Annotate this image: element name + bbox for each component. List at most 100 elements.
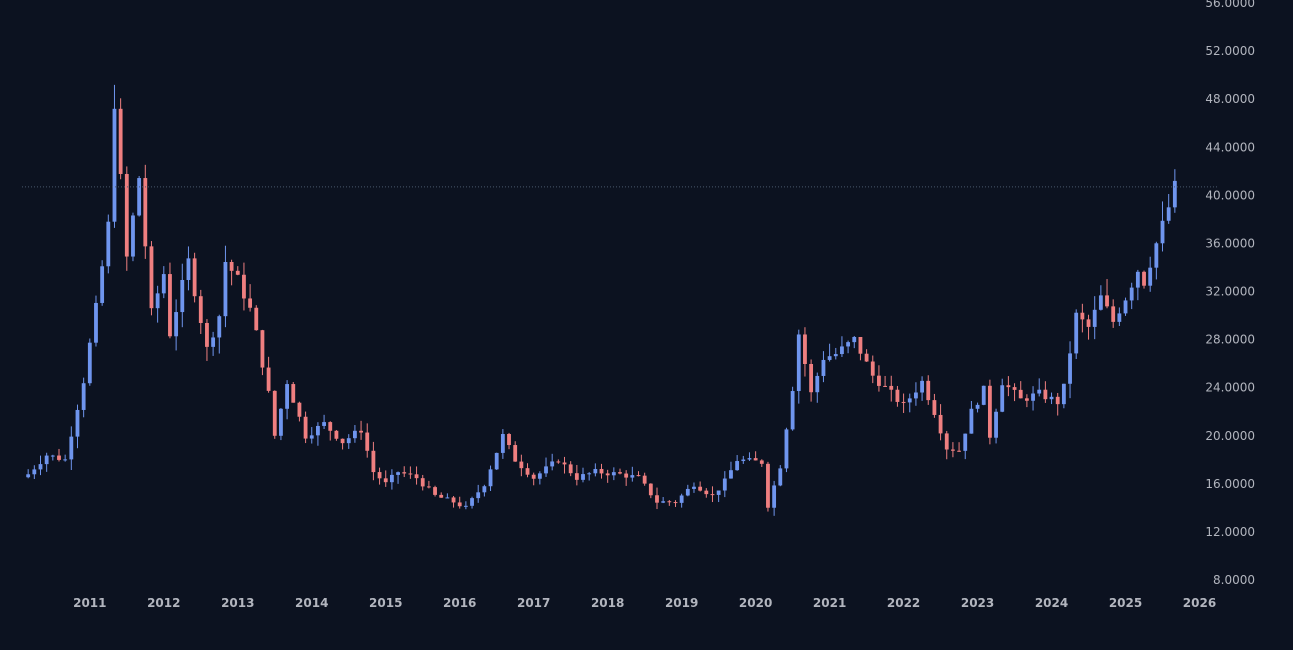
candle <box>124 166 129 271</box>
candle <box>809 359 814 402</box>
candle-body <box>161 274 166 294</box>
candle-body <box>716 490 721 495</box>
candle <box>500 429 505 459</box>
candle <box>1142 270 1146 289</box>
candle <box>624 470 629 486</box>
candle <box>118 98 123 180</box>
x-tick-label: 2024 <box>1035 596 1068 610</box>
candle <box>704 488 709 498</box>
candle-body <box>944 433 949 450</box>
candle <box>655 487 659 510</box>
candle-body <box>735 461 740 471</box>
x-tick-label: 2023 <box>961 596 994 610</box>
candle <box>519 454 524 477</box>
candle <box>408 466 413 479</box>
candle-body <box>507 434 511 446</box>
candle-body <box>272 390 277 436</box>
candle <box>1037 378 1042 397</box>
candle-body <box>568 464 573 474</box>
candle <box>692 482 696 493</box>
candle-body <box>192 258 197 297</box>
candle <box>242 262 246 311</box>
candle-body <box>229 261 234 271</box>
y-tick-label: 24.0000 <box>1205 381 1255 395</box>
candle-body <box>365 432 370 451</box>
x-tick-label: 2017 <box>517 596 550 610</box>
candle <box>698 481 703 492</box>
candle-body <box>433 487 437 495</box>
candle <box>309 427 314 444</box>
candle-body <box>476 492 481 499</box>
candle <box>685 484 690 497</box>
candle <box>673 500 678 507</box>
candle <box>457 496 462 509</box>
candle-body <box>864 353 869 362</box>
candle-body <box>895 389 900 402</box>
candle-body <box>1031 393 1035 401</box>
candle-body <box>667 501 672 503</box>
candle-body <box>106 221 111 267</box>
candle-body <box>673 502 678 504</box>
candle-body <box>519 461 524 469</box>
x-tick-label: 2018 <box>591 596 624 610</box>
candle-body <box>1129 287 1134 301</box>
candle-body <box>439 494 444 498</box>
candle-body <box>574 473 579 480</box>
candle <box>235 266 240 276</box>
candle-body <box>1068 353 1072 384</box>
candle-body <box>655 495 659 503</box>
candle-body <box>914 392 918 399</box>
candle-body <box>500 434 505 453</box>
candle-body <box>87 342 92 384</box>
candle <box>106 214 111 274</box>
candle-body <box>81 383 86 410</box>
y-axis: 8.0000 12.0000 16.0000 20.0000 24.0000 28.000… <box>1205 0 1255 587</box>
candle <box>525 463 530 478</box>
candle-body <box>124 173 129 257</box>
candle <box>630 466 635 482</box>
candle <box>1000 378 1005 413</box>
candle <box>334 430 339 441</box>
candle-body <box>94 302 98 343</box>
candle <box>1012 383 1017 402</box>
candle <box>285 380 290 420</box>
candle <box>747 452 752 461</box>
candle-body <box>426 486 431 488</box>
candle <box>1092 296 1097 340</box>
candle-body <box>790 391 795 430</box>
candle-body <box>784 429 789 469</box>
candle-body <box>883 385 888 387</box>
candle-body <box>69 436 74 460</box>
candle-body <box>1148 267 1153 286</box>
candle <box>1105 279 1109 309</box>
candle-body <box>266 367 271 391</box>
candle-body <box>618 472 622 474</box>
candle <box>1154 241 1159 280</box>
x-tick-label: 2020 <box>739 596 772 610</box>
candle-body <box>1061 383 1066 405</box>
candle <box>574 464 579 486</box>
candle <box>679 493 684 508</box>
candle <box>969 400 974 434</box>
candle-body <box>186 258 191 281</box>
candle <box>451 495 456 508</box>
candle-body <box>63 459 68 461</box>
candle-body <box>630 475 635 478</box>
candle <box>211 331 216 356</box>
candle <box>383 470 388 487</box>
candle-body <box>291 384 296 403</box>
candle-body <box>1043 389 1048 400</box>
candle <box>32 465 37 480</box>
candle <box>186 246 191 291</box>
x-tick-label: 2019 <box>665 596 698 610</box>
candle-body <box>44 455 49 465</box>
candle <box>1043 381 1048 403</box>
candle-body <box>1055 396 1060 405</box>
candle <box>987 379 992 445</box>
candle <box>143 164 148 259</box>
candle <box>581 467 585 483</box>
candle-body <box>359 430 363 433</box>
candle-body <box>235 270 240 275</box>
candle-body <box>920 380 924 393</box>
